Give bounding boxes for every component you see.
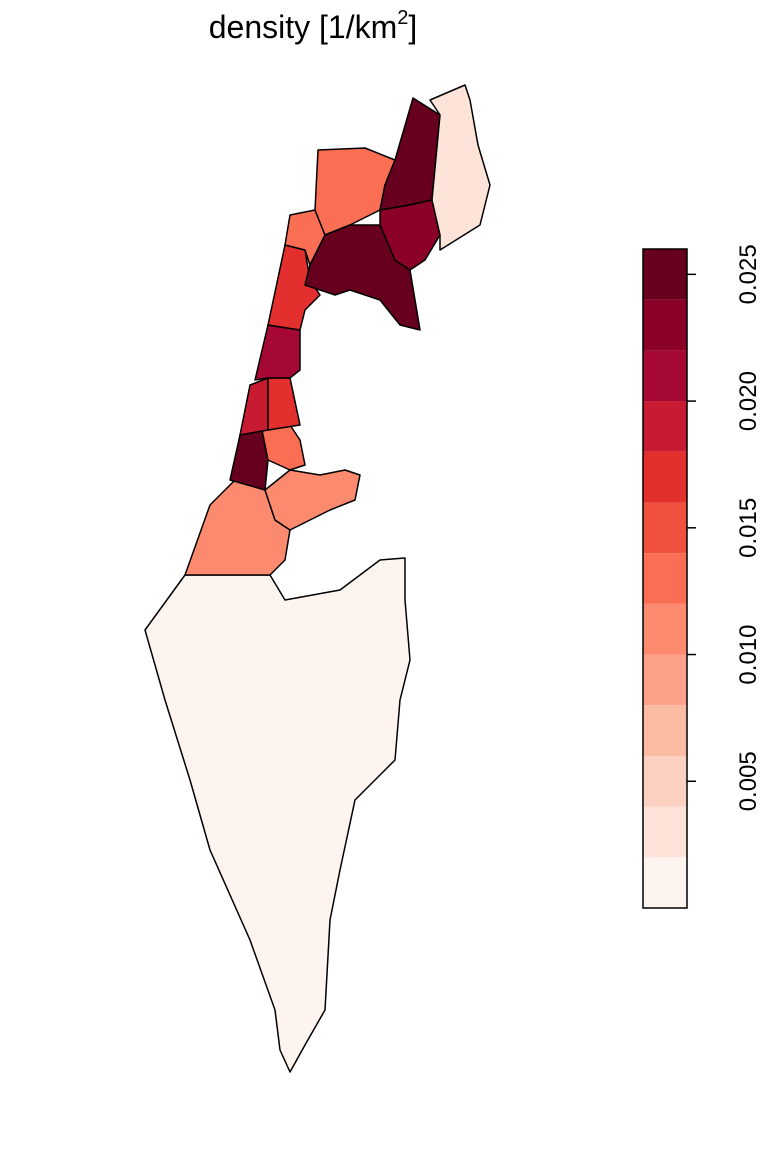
region — [261, 424, 306, 471]
colorbar-bin — [643, 350, 687, 402]
colorbar-frame — [642, 248, 688, 909]
colorbar-bin — [643, 553, 687, 604]
colorbar-bin — [643, 401, 687, 452]
colorbar-bin — [643, 603, 687, 655]
colorbar-tick-label: 0.010 — [735, 625, 762, 685]
region — [379, 97, 441, 211]
region — [229, 429, 269, 491]
region — [239, 377, 269, 436]
colorbar-tick-label: 0.005 — [735, 751, 762, 811]
title-superscript: 2 — [397, 7, 408, 29]
title-suffix: ] — [408, 9, 417, 45]
colorbar-bin — [643, 755, 687, 807]
colorbar-bin — [643, 806, 687, 858]
colorbar-bin — [643, 249, 687, 300]
colorbar-bin — [643, 654, 687, 706]
region — [144, 557, 411, 1073]
colorbar-bin — [643, 299, 687, 351]
colorbar-bin — [643, 451, 687, 503]
region — [264, 469, 361, 531]
region — [429, 84, 491, 251]
colorbar-bin — [643, 502, 687, 554]
colorbar-tick-label: 0.015 — [735, 498, 762, 558]
colorbar-bin — [643, 705, 687, 756]
region — [379, 199, 441, 271]
colorbar-tick-label: 0.020 — [735, 371, 762, 431]
region — [267, 377, 301, 431]
colorbar-tick-label: 0.025 — [735, 244, 762, 304]
map-title: density [1/km2] — [209, 7, 418, 45]
title-text: density [1/km — [209, 9, 398, 45]
colorbar-bin — [643, 857, 687, 908]
region — [254, 324, 301, 381]
